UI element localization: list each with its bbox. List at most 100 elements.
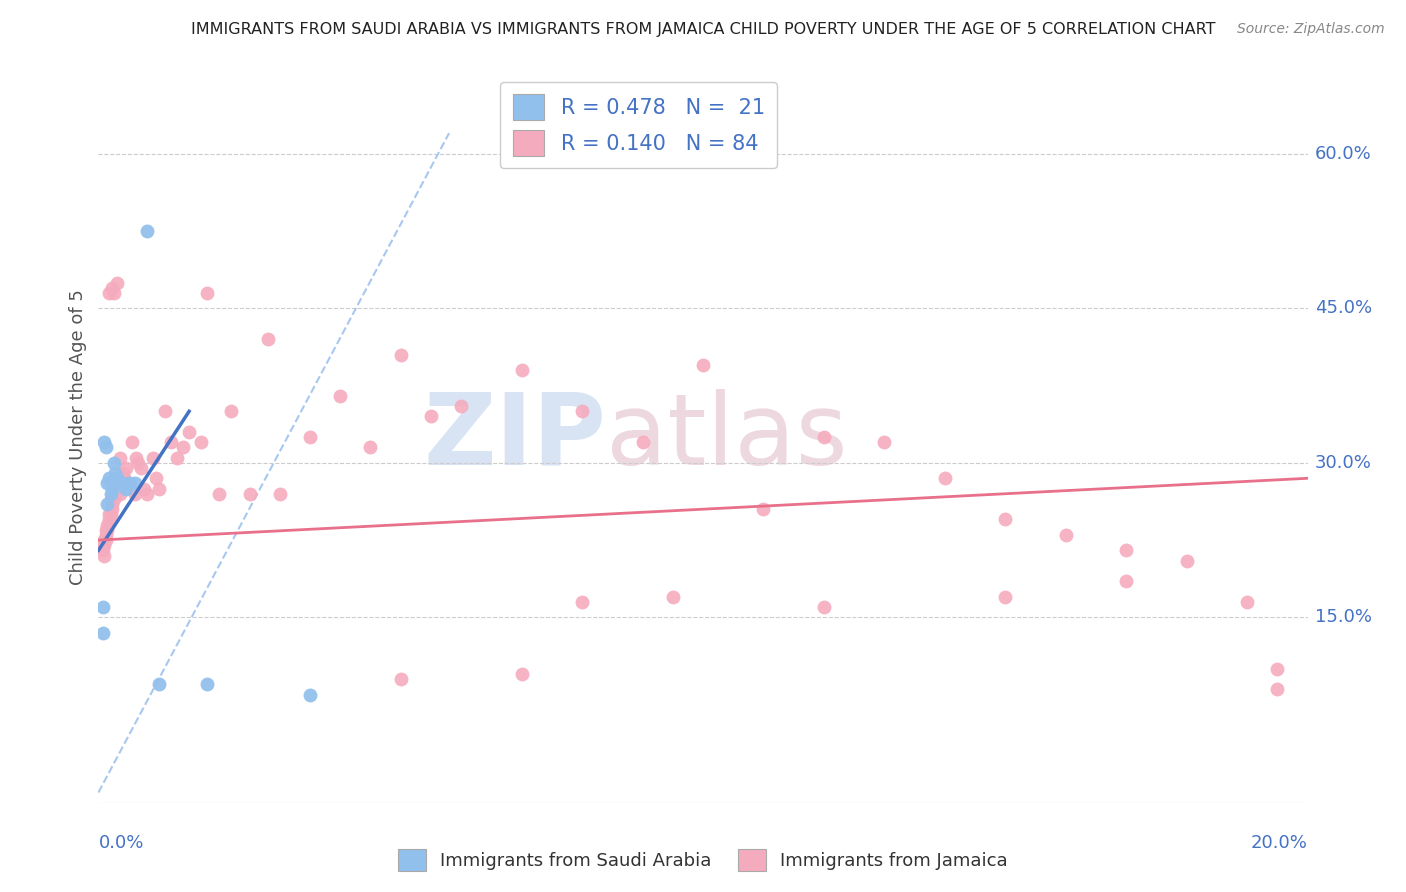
- Point: [93, 549, 115, 563]
- Point: [94, 528, 117, 542]
- Point: [96, 523, 118, 537]
- Point: [98, 471, 121, 485]
- Point: [631, 435, 654, 450]
- Point: [91, 625, 114, 640]
- Point: [994, 590, 1017, 604]
- Text: IMMIGRANTS FROM SAUDI ARABIA VS IMMIGRANTS FROM JAMAICA CHILD POVERTY UNDER THE : IMMIGRANTS FROM SAUDI ARABIA VS IMMIGRAN…: [191, 22, 1215, 37]
- Point: [124, 476, 146, 491]
- Point: [127, 456, 149, 470]
- Point: [752, 502, 775, 516]
- Point: [100, 502, 122, 516]
- Point: [129, 461, 152, 475]
- Y-axis label: Child Poverty Under the Age of 5: Child Poverty Under the Age of 5: [69, 289, 87, 585]
- Point: [148, 482, 170, 496]
- Point: [145, 471, 167, 485]
- Point: [142, 450, 165, 465]
- Point: [221, 404, 243, 418]
- Point: [100, 508, 122, 522]
- Point: [135, 487, 157, 501]
- Point: [1054, 528, 1077, 542]
- Text: 30.0%: 30.0%: [1315, 454, 1371, 472]
- Point: [160, 435, 183, 450]
- Point: [103, 491, 125, 506]
- Point: [1115, 574, 1137, 589]
- Point: [93, 538, 115, 552]
- Point: [1115, 543, 1137, 558]
- Point: [179, 425, 201, 439]
- Point: [103, 285, 125, 300]
- Point: [692, 358, 714, 372]
- Point: [269, 487, 291, 501]
- Legend: Immigrants from Saudi Arabia, Immigrants from Jamaica: Immigrants from Saudi Arabia, Immigrants…: [391, 842, 1015, 879]
- Point: [98, 285, 121, 300]
- Point: [813, 430, 835, 444]
- Point: [114, 461, 136, 475]
- Point: [118, 476, 141, 491]
- Point: [94, 533, 117, 547]
- Point: [1175, 554, 1198, 568]
- Point: [153, 404, 176, 418]
- Point: [104, 466, 127, 480]
- Point: [510, 667, 533, 681]
- Point: [93, 533, 115, 547]
- Point: [96, 517, 118, 532]
- Text: Source: ZipAtlas.com: Source: ZipAtlas.com: [1237, 22, 1385, 37]
- Point: [360, 441, 382, 455]
- Point: [108, 476, 131, 491]
- Point: [111, 476, 134, 491]
- Point: [208, 487, 231, 501]
- Point: [90, 538, 112, 552]
- Point: [121, 435, 143, 450]
- Point: [96, 476, 118, 491]
- Point: [105, 276, 128, 290]
- Point: [132, 482, 155, 496]
- Point: [329, 389, 352, 403]
- Text: atlas: atlas: [606, 389, 848, 485]
- Text: 0.0%: 0.0%: [98, 834, 143, 852]
- Point: [110, 476, 132, 491]
- Point: [98, 508, 121, 522]
- Point: [118, 476, 141, 491]
- Point: [100, 491, 122, 506]
- Text: ZIP: ZIP: [423, 389, 606, 485]
- Point: [256, 332, 278, 346]
- Point: [389, 348, 412, 362]
- Point: [195, 285, 218, 300]
- Point: [934, 471, 956, 485]
- Point: [103, 456, 125, 470]
- Point: [105, 471, 128, 485]
- Point: [91, 538, 114, 552]
- Point: [112, 471, 135, 485]
- Point: [510, 363, 533, 377]
- Point: [98, 512, 121, 526]
- Point: [1267, 682, 1289, 697]
- Point: [813, 600, 835, 615]
- Point: [125, 450, 148, 465]
- Legend: R = 0.478   N =  21, R = 0.140   N = 84: R = 0.478 N = 21, R = 0.140 N = 84: [501, 82, 778, 168]
- Point: [93, 435, 115, 450]
- Point: [166, 450, 188, 465]
- Text: 60.0%: 60.0%: [1315, 145, 1371, 162]
- Point: [299, 430, 322, 444]
- Point: [1267, 662, 1289, 676]
- Point: [94, 523, 117, 537]
- Point: [661, 590, 683, 604]
- Point: [1236, 595, 1258, 609]
- Point: [239, 487, 262, 501]
- Point: [450, 399, 472, 413]
- Point: [135, 224, 157, 238]
- Point: [100, 497, 122, 511]
- Text: 20.0%: 20.0%: [1251, 834, 1308, 852]
- Point: [107, 471, 129, 485]
- Point: [104, 487, 127, 501]
- Text: 15.0%: 15.0%: [1315, 608, 1372, 626]
- Point: [91, 543, 114, 558]
- Point: [190, 435, 212, 450]
- Point: [111, 466, 134, 480]
- Point: [100, 487, 122, 501]
- Point: [873, 435, 896, 450]
- Point: [389, 672, 412, 686]
- Text: 45.0%: 45.0%: [1315, 300, 1372, 318]
- Point: [108, 450, 131, 465]
- Point: [91, 600, 114, 615]
